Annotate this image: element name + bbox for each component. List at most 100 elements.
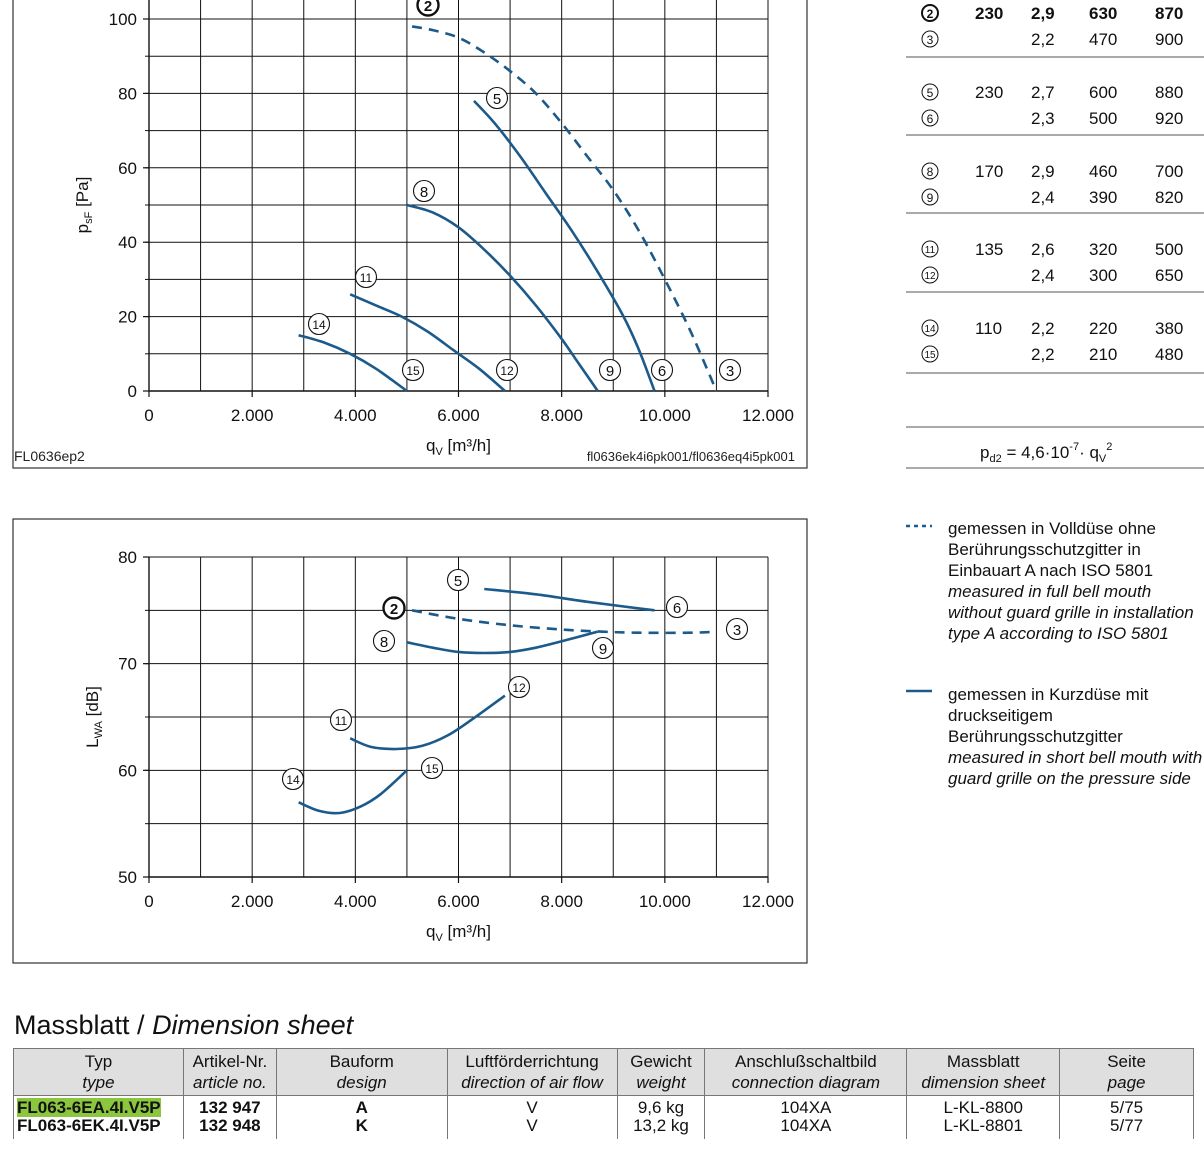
y-axis-label: LWA [dB]	[83, 686, 105, 748]
table-row: FL063-6EA.4I.V5P FL063-6EK.4I.V5P 132 94…	[13, 1095, 1194, 1139]
row-point: 5	[927, 86, 934, 100]
point-label-14: 14	[312, 318, 326, 332]
chart-source-left: FL0636ep2	[14, 448, 85, 464]
row-power: 390	[1089, 188, 1117, 207]
curve-11-12	[349, 293, 506, 392]
y-axis-label: psF [Pa]	[73, 177, 95, 234]
point-marker-15	[420, 756, 444, 780]
row-current: 2,2	[1031, 345, 1055, 364]
x-tick-label: 4.000	[334, 892, 377, 911]
y-tick-label: 20	[118, 308, 137, 327]
row-voltage: 230	[975, 83, 1003, 102]
row-power: 220	[1089, 319, 1117, 338]
y-tick-label: 0	[128, 382, 137, 401]
legend-solid-de: gemessen in Kurzdüse mit druckseitigem B…	[948, 685, 1149, 746]
point-marker-9	[598, 358, 622, 382]
point-marker-12	[495, 358, 519, 382]
point-label-8: 8	[420, 184, 428, 201]
x-axis-label: qV [m³/h]	[426, 922, 491, 944]
point-label-8: 8	[380, 634, 388, 651]
point-marker-6	[650, 358, 674, 382]
x-tick-label: 8.000	[540, 406, 583, 425]
y-tick-label: 80	[118, 84, 137, 103]
header-page: Seite page	[1059, 1048, 1194, 1096]
row-power: 320	[1089, 240, 1117, 259]
cell-dimension-sheet: L-KL-8800 L-KL-8801	[906, 1095, 1061, 1139]
operating-row: 9 2,4 390 820	[921, 188, 1183, 207]
dimension-sheet-title-de: Massblatt /	[14, 1010, 145, 1040]
x-tick-label: 0	[144, 892, 153, 911]
point-marker-11	[329, 708, 353, 732]
legend-dashed-key	[906, 524, 932, 528]
point-label-12: 12	[500, 364, 514, 378]
curve-5-6	[484, 587, 655, 612]
row-speed: 920	[1155, 109, 1183, 128]
curve-5-6	[473, 99, 656, 392]
row-speed: 820	[1155, 188, 1183, 207]
point-label-9: 9	[599, 641, 607, 658]
point-marker-9	[591, 636, 615, 660]
legend-solid-en: measured in short bell mouth with guard …	[948, 748, 1203, 788]
curve-8-9	[406, 203, 599, 392]
cell-air-flow: V V	[446, 1095, 618, 1139]
point-label-3: 3	[726, 363, 734, 380]
point-marker-6	[665, 595, 689, 619]
y-tick-label: 80	[118, 548, 137, 567]
row-current: 2,9	[1031, 162, 1055, 181]
x-tick-label: 8.000	[540, 892, 583, 911]
point-label-15: 15	[406, 364, 420, 378]
point-label-14: 14	[286, 773, 300, 787]
operating-row: 15 2,2 210 480	[921, 345, 1183, 364]
point-label-11: 11	[335, 714, 348, 728]
row-point-marker	[921, 30, 939, 48]
header-type: Typ type	[13, 1048, 184, 1096]
row-power: 460	[1089, 162, 1117, 181]
legend-dashed-en: measured in full bell mouth without guar…	[948, 582, 1194, 643]
point-label-3: 3	[733, 622, 741, 639]
operating-row: 12 2,4 300 650	[921, 266, 1183, 285]
row-point-marker	[921, 188, 939, 206]
header-air-flow: Luftförderrichtung direction of air flow	[446, 1048, 618, 1096]
row-point: 8	[927, 165, 934, 179]
x-tick-label: 4.000	[334, 406, 377, 425]
curve-14-15	[298, 769, 408, 815]
sound-power-chart: 0 2.000 4.000 6.000 8.000 10.000 12.000 50 60 70 8…	[12, 518, 808, 964]
operating-row: 8 170 2,9 460 700	[921, 162, 1183, 181]
row-point: 14	[924, 324, 936, 335]
point-marker-14	[281, 767, 305, 791]
curve-2-3	[411, 609, 717, 635]
row-power: 300	[1089, 266, 1117, 285]
point-label-11: 11	[360, 271, 373, 285]
row-current: 2,2	[1031, 319, 1055, 338]
cell-design: A K	[275, 1095, 448, 1139]
row-voltage: 230	[975, 4, 1003, 23]
dimension-table-header: Typ type Artikel-Nr. article no. Bauform de…	[13, 1048, 1194, 1096]
y-tick-label: 60	[118, 159, 137, 178]
row-current: 2,3	[1031, 109, 1055, 128]
row-speed: 380	[1155, 319, 1183, 338]
row-point: 9	[927, 191, 934, 205]
cell-article: 132 947 132 948	[182, 1095, 277, 1139]
cell-type: FL063-6EA.4I.V5P FL063-6EK.4I.V5P	[13, 1095, 184, 1139]
point-label-6: 6	[673, 600, 681, 617]
row-current: 2,2	[1031, 30, 1055, 49]
curve-8-9	[406, 630, 599, 655]
formula-lhs: p	[980, 443, 989, 462]
header-dimension-sheet: Massblatt dimension sheet	[906, 1048, 1061, 1096]
header-connection: Anschlußschaltbild connection diagram	[704, 1048, 908, 1096]
x-axis-label: qV [m³/h]	[426, 436, 491, 458]
chart-source-right: fl0636ek4i6pk001/fl0636eq4i5pk001	[587, 449, 795, 464]
point-label-2: 2	[424, 0, 432, 15]
header-weight: Gewicht weight	[616, 1048, 706, 1096]
row-voltage: 170	[975, 162, 1003, 181]
legend-solid-key	[906, 689, 932, 693]
curve-14-15	[298, 333, 408, 393]
operating-data-table: 2 230 2,9 630 870 3 2,2 470 900 5 230 2,7 600 880 6 2,3…	[906, 4, 1204, 469]
legend-solid-text: gemessen in Kurzdüse mit druckseitigem B…	[948, 684, 1204, 789]
y-tick-label: 50	[118, 868, 137, 887]
row-power: 470	[1089, 30, 1117, 49]
legend-dashed-de: gemessen in Volldüse ohne Berührungsschu…	[948, 519, 1156, 580]
x-tick-label: 10.000	[639, 406, 691, 425]
row-point: 11	[925, 245, 936, 256]
row-power: 600	[1089, 83, 1117, 102]
